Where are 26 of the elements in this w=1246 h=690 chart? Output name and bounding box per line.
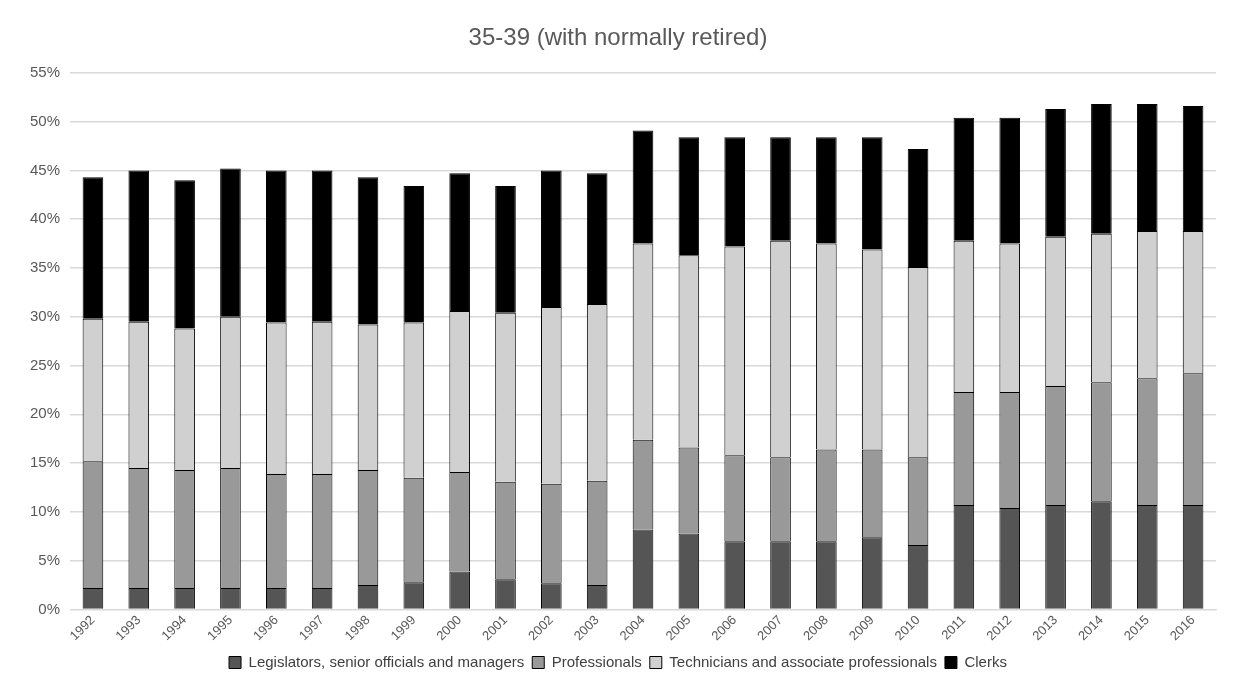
- legend-label: Professionals: [551, 652, 642, 670]
- bar: [1045, 108, 1066, 237]
- y-tick-label: 30%: [29, 306, 61, 324]
- legend-label: Technicians and associate professionals: [669, 652, 937, 670]
- y-tick-label: 15%: [29, 453, 61, 471]
- legend-label: Legislators, senior officials and managers: [248, 652, 525, 670]
- y-tick-label: 25%: [29, 355, 61, 373]
- bar: [449, 173, 470, 311]
- y-tick-label: 50%: [29, 111, 61, 129]
- bar: [770, 137, 791, 241]
- bar: [1091, 104, 1112, 234]
- legend-label: Clerks: [964, 652, 1007, 670]
- y-tick-label: 10%: [29, 502, 61, 520]
- y-tick-label: 55%: [29, 62, 61, 80]
- y-tick-label: 35%: [29, 258, 61, 276]
- chart-title: 35-39 (with normally retired): [468, 23, 768, 51]
- bar: [174, 180, 195, 329]
- y-tick-label: 20%: [29, 404, 61, 422]
- y-tick-label: 0%: [38, 599, 61, 617]
- y-tick-label: 5%: [38, 550, 61, 568]
- bar: [495, 186, 516, 313]
- y-tick-label: 45%: [29, 160, 61, 178]
- bar: [816, 137, 837, 244]
- bar: [220, 168, 241, 317]
- y-tick-label: 40%: [29, 209, 61, 227]
- bar: [541, 170, 562, 308]
